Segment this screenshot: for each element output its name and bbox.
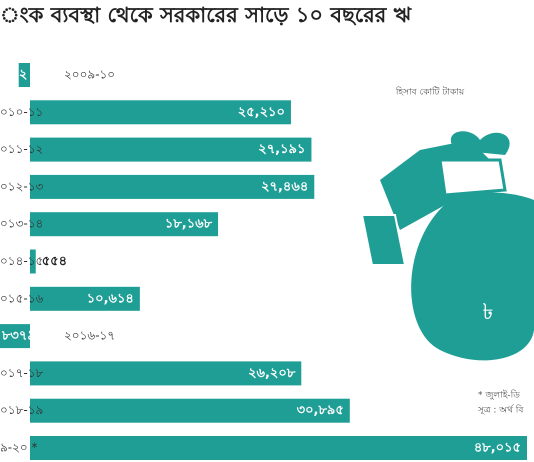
value-label: ৪৮,০১৫ (474, 441, 521, 456)
bar (30, 398, 350, 423)
footnote: * জুলাই-ডি (478, 390, 520, 401)
category-label: ০১০-১১ (0, 105, 43, 119)
value-label: ২৭,১৯১ (258, 142, 305, 157)
category-label: ০১৪-১৫ (0, 254, 43, 268)
bar (30, 137, 312, 162)
value-label: ২৫,২১০ (238, 105, 285, 120)
svg-text:৳: ৳ (483, 300, 494, 325)
bar (30, 361, 302, 386)
category-label: ০১৫-১৬ (0, 291, 43, 305)
value-label: ৮৩৭৯ (1, 329, 36, 344)
value-label: ১৮,১৬৮ (165, 217, 213, 232)
category-label: ০১৩-১৪ (0, 217, 43, 231)
category-label: ০১২-১৩ (0, 179, 44, 193)
bar (0, 324, 31, 349)
category-label: ২০১৬-১৭ (64, 329, 115, 343)
chart-title: ংক ব্যবস্থা থেকে সরকারের সাড়ে ১০ বছরের … (0, 3, 413, 27)
value-label: ৩০,৮৯৫ (297, 403, 344, 418)
value-label: ৫৫৪ (42, 254, 67, 269)
category-label: ৯-২০ * (0, 441, 38, 455)
bar (30, 436, 527, 460)
category-label: ২০০৯-১০ (64, 68, 115, 82)
category-label: ০১৭-১৮ (0, 366, 44, 380)
value-label: ২৭,৪৬৪ (261, 179, 308, 194)
value-label: ১০,৬১৪ (87, 291, 134, 306)
bar (30, 212, 219, 237)
value-label: ২৬,২০৮ (248, 366, 296, 381)
bar (30, 286, 140, 311)
value-label: ০৯২ (2, 68, 27, 83)
bar (30, 249, 36, 274)
bar (30, 100, 291, 125)
bar (30, 174, 315, 199)
unit-note: হিসাব কোটি টাকায় (395, 86, 465, 98)
bar (18, 63, 30, 87)
category-label: ০১৮-১৯ (0, 403, 43, 417)
money-bag-icon: ৳ (360, 131, 534, 361)
category-label: ০১১-১২ (0, 142, 43, 156)
source: সূত্র : অর্থ বি (477, 405, 524, 416)
